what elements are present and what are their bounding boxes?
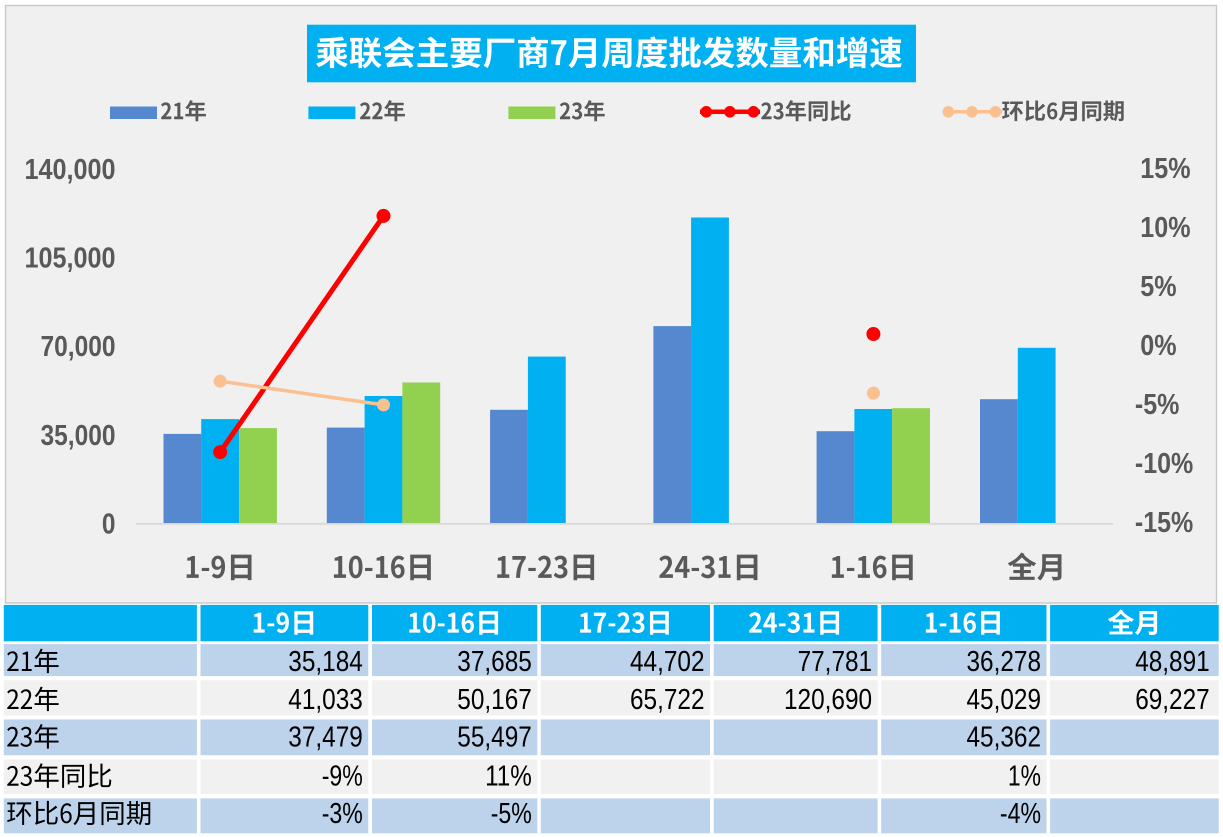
svg-text:-10%: -10% — [1135, 448, 1193, 480]
svg-text:41,033: 41,033 — [288, 684, 363, 716]
svg-text:0%: 0% — [1140, 330, 1176, 362]
svg-text:140,000: 140,000 — [25, 154, 116, 186]
svg-text:120,690: 120,690 — [784, 684, 872, 716]
svg-text:5%: 5% — [1140, 271, 1176, 303]
svg-text:15%: 15% — [1140, 153, 1190, 185]
svg-text:37,479: 37,479 — [288, 722, 363, 754]
svg-text:55,497: 55,497 — [457, 722, 532, 754]
svg-text:50,167: 50,167 — [457, 684, 532, 716]
svg-text:11%: 11% — [485, 761, 532, 793]
svg-text:35,000: 35,000 — [41, 420, 116, 452]
svg-text:69,227: 69,227 — [1135, 684, 1210, 716]
svg-text:35,184: 35,184 — [288, 646, 363, 678]
svg-text:44,702: 44,702 — [630, 646, 705, 678]
svg-text:65,722: 65,722 — [630, 684, 705, 716]
svg-text:70,000: 70,000 — [41, 331, 116, 363]
svg-text:-9%: -9% — [322, 761, 363, 793]
svg-text:-3%: -3% — [322, 798, 363, 830]
svg-text:1%: 1% — [1008, 761, 1041, 793]
svg-text:-5%: -5% — [491, 798, 532, 830]
svg-text:-4%: -4% — [1000, 798, 1041, 830]
svg-text:77,781: 77,781 — [798, 646, 873, 678]
svg-text:10%: 10% — [1140, 212, 1190, 244]
svg-text:105,000: 105,000 — [25, 243, 116, 275]
svg-text:0: 0 — [102, 508, 116, 540]
svg-text:45,029: 45,029 — [967, 684, 1042, 716]
svg-text:-5%: -5% — [1135, 389, 1180, 421]
svg-text:48,891: 48,891 — [1135, 646, 1210, 678]
svg-text:37,685: 37,685 — [457, 646, 532, 678]
svg-text:36,278: 36,278 — [967, 646, 1042, 678]
svg-text:-15%: -15% — [1135, 507, 1193, 539]
svg-text:45,362: 45,362 — [967, 722, 1042, 754]
